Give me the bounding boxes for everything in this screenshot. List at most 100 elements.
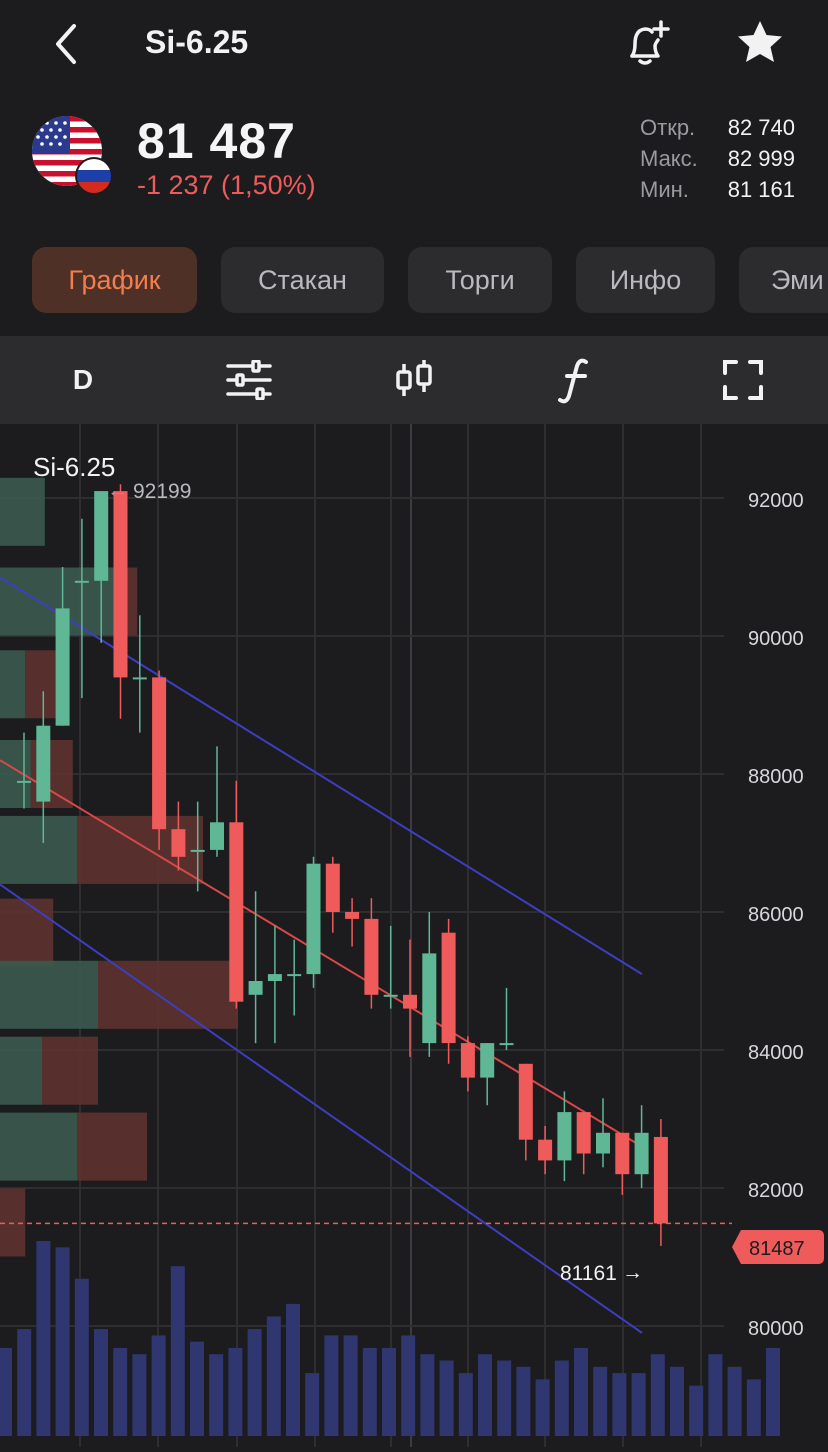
tab-info[interactable]: Инфо: [576, 247, 715, 313]
candle-body: [518, 1063, 533, 1140]
bell-plus-icon[interactable]: [618, 16, 672, 70]
channel-upper-line: [0, 576, 643, 975]
candle-body: [152, 677, 167, 830]
candle-body: [171, 829, 186, 857]
candle-body: [615, 1132, 630, 1175]
channel-lower-line: [0, 883, 643, 1334]
candle-body: [132, 677, 147, 680]
volume-bar: [209, 1354, 224, 1436]
fullscreen-icon[interactable]: [703, 336, 783, 424]
volume-profile-bar: [0, 1112, 77, 1181]
volume-bar: [420, 1354, 435, 1436]
candle-body: [345, 912, 360, 919]
volume-bar: [593, 1366, 608, 1436]
min-marker-arrow: →: [622, 1261, 643, 1284]
settings-sliders-icon[interactable]: [209, 336, 289, 424]
stat-value: 82 999: [727, 145, 795, 171]
chart-canvas[interactable]: 92000 90000 88000 86000 84000 82000 80000 Si-6…: [0, 424, 828, 1447]
candle-body: [306, 863, 321, 975]
volume-bar: [343, 1335, 358, 1436]
chart-toolbar: D: [0, 336, 828, 424]
volume-profile-bar: [42, 1036, 98, 1105]
candle-body: [383, 994, 398, 997]
current-price-tag: 81487: [732, 1230, 824, 1264]
period-label: D: [72, 364, 94, 395]
candle-body: [55, 608, 70, 726]
tab-trades[interactable]: Торги: [408, 247, 552, 313]
tab-issuer[interactable]: Эми: [739, 247, 828, 313]
candle-body: [267, 974, 282, 981]
candle-body: [325, 863, 340, 912]
volume-bar: [746, 1379, 761, 1436]
candle-body: [210, 822, 224, 850]
price-change: -1 237 (1,50%): [137, 170, 316, 200]
candle-body: [499, 1043, 514, 1046]
volume-bar: [247, 1329, 262, 1436]
chevron-left-icon[interactable]: [44, 20, 92, 68]
volume-bar: [286, 1303, 300, 1436]
min-price-label: 81161: [560, 1262, 617, 1285]
usd-rub-flag-icon: [30, 115, 116, 197]
volume-bar: [170, 1266, 185, 1436]
stat-label: Откр.: [640, 114, 696, 140]
volume-profile-bar: [0, 898, 54, 967]
candles-icon[interactable]: [374, 336, 454, 424]
stat-open: Откр. 82 740: [640, 112, 795, 143]
volume-profile-bar: [0, 1036, 42, 1105]
volume-bar: [17, 1329, 32, 1436]
volume-bar: [439, 1360, 454, 1436]
volume-profile-bar: [0, 650, 26, 719]
stat-high: Макс. 82 999: [640, 143, 795, 174]
tab-order-book[interactable]: Стакан: [221, 247, 384, 313]
top-bar: Si-6.25: [0, 0, 828, 90]
function-icon[interactable]: [536, 336, 616, 424]
volume-bar: [113, 1347, 128, 1436]
volume-bar: [516, 1366, 531, 1436]
period-button[interactable]: D: [43, 336, 123, 424]
volume-bar: [535, 1379, 550, 1436]
y-tick-label: 88000: [748, 766, 804, 788]
volume-profile-bar: [0, 740, 31, 808]
candle-body: [229, 822, 244, 1002]
current-price-tag-label: 81487: [749, 1238, 805, 1260]
candle-body: [422, 953, 437, 1044]
candle-body: [596, 1132, 610, 1154]
candle-body: [538, 1139, 553, 1161]
volume-bar: [382, 1347, 396, 1436]
volume-bar: [305, 1373, 320, 1436]
candle-body: [248, 981, 263, 995]
volume-bar: [190, 1341, 204, 1436]
volume-bar: [228, 1347, 243, 1436]
y-tick-label: 80000: [748, 1318, 804, 1340]
volume-profile-bar: [77, 1112, 147, 1181]
candle-body: [480, 1043, 495, 1078]
volume-bar: [151, 1335, 166, 1436]
volume-profile-bar: [0, 960, 98, 1029]
current-price: 81 487: [137, 113, 296, 169]
stat-label: Макс.: [640, 145, 698, 171]
stat-value: 82 740: [727, 114, 795, 140]
star-icon[interactable]: [733, 16, 787, 70]
max-price-label: 92199: [133, 480, 191, 503]
candle-body: [287, 974, 302, 977]
volume-bar: [94, 1329, 108, 1436]
y-tick-label: 82000: [748, 1180, 804, 1202]
max-marker-arrow: ←: [107, 479, 128, 502]
candle-body: [113, 491, 128, 678]
volume-profile-bar: [0, 477, 45, 546]
candle-body: [403, 994, 417, 1009]
volume-bar: [670, 1366, 684, 1436]
volume-bar: [650, 1354, 665, 1436]
volume-bar: [362, 1347, 377, 1436]
stat-value: 81 161: [727, 176, 795, 202]
candle-body: [653, 1136, 668, 1224]
page-title: Si-6.25: [145, 24, 249, 60]
tab-chart[interactable]: График: [32, 247, 197, 313]
price-chart[interactable]: 92000 90000 88000 86000 84000 82000 80000 Si-6…: [0, 424, 828, 1447]
y-tick-label: 86000: [748, 904, 804, 926]
volume-profile-bar: [98, 960, 238, 1029]
candle-body: [576, 1112, 591, 1154]
candle-body: [36, 725, 51, 802]
volume-bar: [708, 1354, 723, 1436]
volume-bar: [497, 1360, 512, 1436]
